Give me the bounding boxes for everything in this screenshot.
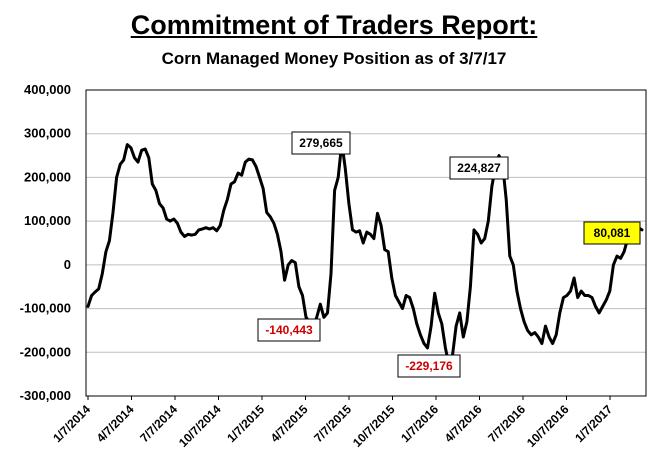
annotation-label: 224,827 (457, 161, 501, 175)
x-tick-label: 4/7/2016 (442, 402, 485, 445)
x-tick-label: 4/7/2015 (268, 402, 311, 445)
x-tick-label: 1/7/2017 (572, 402, 615, 445)
x-tick-label: 10/7/2016 (524, 402, 572, 450)
plot-area (85, 89, 647, 397)
x-tick-label: 10/7/2015 (350, 402, 398, 450)
annotation-label: 80,081 (594, 226, 631, 240)
annotation-label: 279,665 (299, 136, 343, 150)
x-tick-label: 1/7/2014 (50, 402, 93, 445)
chart-title: Commitment of Traders Report: (130, 10, 538, 40)
x-tick-label: 7/7/2014 (137, 402, 180, 445)
chart-subtitle: Corn Managed Money Position as of 3/7/17 (161, 49, 507, 68)
annotation-box (291, 131, 351, 155)
annotation-label: -229,176 (405, 359, 453, 373)
x-tick-label: 1/7/2015 (224, 402, 267, 445)
y-tick-label: -100,000 (20, 301, 71, 316)
y-tick-label: 0 (64, 257, 71, 272)
x-tick-label: 1/7/2016 (398, 402, 441, 445)
y-tick-label: 400,000 (24, 82, 71, 97)
y-tick-label: -300,000 (20, 388, 71, 403)
y-axis: 400,000 300,000 200,000 100,000 0 -100,000 -20… (20, 82, 71, 403)
annotation-label: -140,443 (265, 323, 313, 337)
x-tick-label: 7/7/2015 (311, 402, 354, 445)
y-tick-label: 200,000 (24, 169, 71, 184)
annotation-box (583, 221, 641, 245)
series-line (86, 141, 644, 367)
x-tick-label: 10/7/2014 (176, 402, 224, 450)
annotations: 279,665 -140,443 224,827 -229,176 80,081 (257, 131, 641, 378)
x-tick-label: 7/7/2016 (485, 402, 528, 445)
annotation-box (257, 318, 321, 342)
annotation-box (397, 354, 461, 378)
y-tick-label: 300,000 (24, 126, 71, 141)
annotation-box (449, 156, 509, 180)
gridlines (86, 89, 646, 397)
y-tick-label: 100,000 (24, 213, 71, 228)
x-tick-label: 4/7/2014 (94, 402, 137, 445)
y-tick-label: -200,000 (20, 344, 71, 359)
